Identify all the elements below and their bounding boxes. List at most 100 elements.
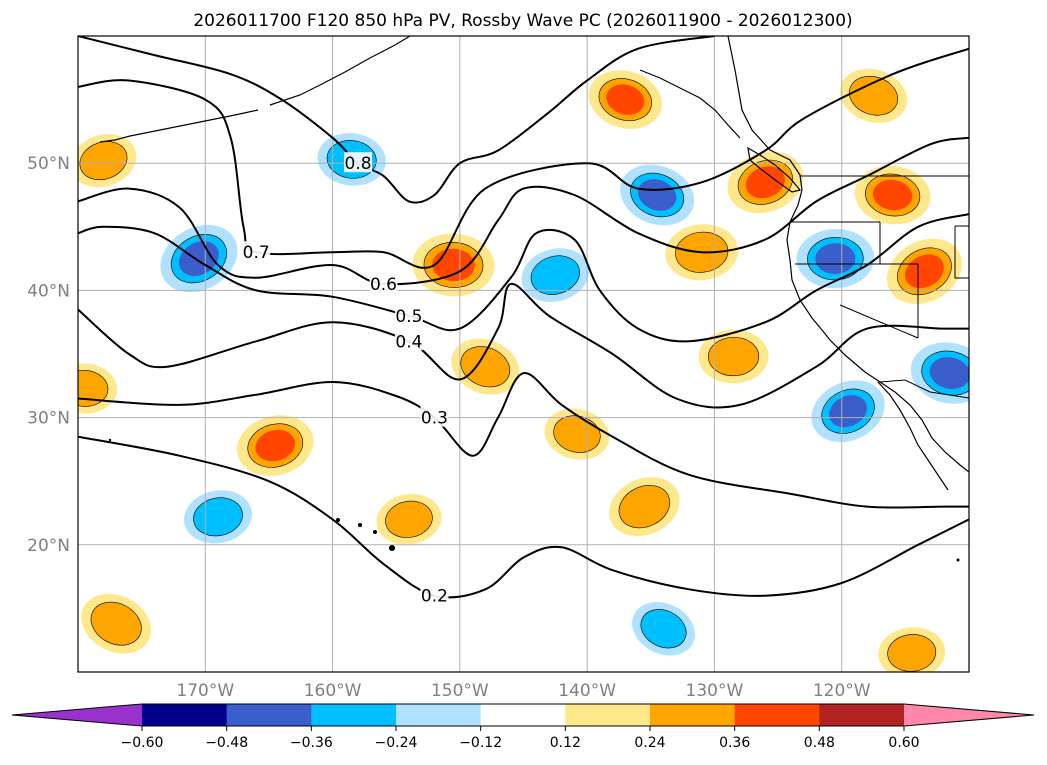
pv-anomaly-level	[904, 254, 944, 289]
lon-tick-label: 160°W	[304, 681, 362, 701]
colorbar-tick-label: 0.12	[550, 735, 581, 751]
colorbar-segment	[819, 704, 905, 726]
boundaries	[790, 175, 969, 399]
pv-anomaly-blob	[811, 380, 885, 443]
lon-tick-label: 120°W	[813, 681, 871, 701]
pv-contour-line	[78, 372, 969, 509]
colorbar-segment	[311, 704, 397, 726]
pv-contour-line	[78, 435, 969, 599]
pv-anomaly-blob	[376, 494, 442, 545]
pv-anomaly-level	[929, 357, 969, 389]
pv-contour-line	[78, 47, 969, 269]
contour-label-bg	[242, 241, 271, 262]
pv-anomaly-blob	[237, 415, 314, 476]
contour-label: 0.3	[421, 409, 448, 429]
lat-tick-label: 20°N	[27, 536, 70, 556]
pv-contour-line	[78, 213, 969, 343]
pv-contour-line	[78, 136, 969, 286]
islands	[108, 438, 960, 562]
contour-label-bg	[420, 406, 449, 427]
alaska-panhandle-islands	[639, 69, 741, 139]
contour-label-bg	[394, 304, 423, 325]
colorbar-tick-label: −0.60	[121, 735, 164, 751]
pv-anomaly-blob	[588, 70, 662, 129]
pv-contours	[78, 36, 969, 599]
colorbar-tick-label: 0.36	[719, 735, 750, 751]
lat-tick-label: 30°N	[27, 409, 70, 429]
pv-anomaly-blob	[620, 164, 695, 226]
contour-label: 0.4	[395, 332, 422, 352]
baja-california	[877, 381, 949, 491]
colorbar-tick-label: 0.60	[888, 735, 919, 751]
pv-anomaly-blob	[160, 224, 238, 293]
pv-anomaly-level	[873, 179, 913, 211]
pv-anomaly-level	[79, 141, 128, 181]
pv-contour-labels: 0.2 0.3 0.4 0.5 0.6 0.7 0.8	[242, 152, 449, 607]
vancouver-island	[747, 146, 802, 193]
colorbar-tick-label: −0.36	[290, 735, 333, 751]
colorbar-tick-label: 0.24	[634, 735, 665, 751]
contour-label: 0.6	[370, 275, 397, 295]
pv-anomaly-blob	[544, 408, 610, 460]
pv-anomaly-level	[255, 429, 296, 462]
pv-anomaly-blob	[78, 134, 137, 188]
contour-label: 0.8	[345, 154, 372, 174]
pv-anomaly-level	[887, 634, 937, 672]
colorbar-segment	[226, 704, 312, 726]
colorbar-segment	[396, 704, 482, 726]
contour-label-bg	[420, 584, 449, 605]
pv-anomaly-blob	[854, 165, 931, 225]
pv-anomaly-blob	[727, 151, 804, 214]
lon-tick-label: 130°W	[686, 681, 744, 701]
pv-anomaly-level	[460, 346, 511, 388]
contour-label: 0.5	[395, 307, 422, 327]
pv-anomaly-blob	[521, 248, 590, 303]
pv-anomaly-level	[90, 601, 142, 646]
pv-anomaly-blob	[451, 338, 520, 395]
map-frame	[77, 35, 970, 673]
pv-anomaly-blob	[910, 342, 969, 404]
pv-anomaly-blob	[632, 602, 695, 656]
chart-title: 2026011700 F120 850 hPa PV, Rossby Wave …	[193, 11, 852, 31]
pv-anomaly-blob	[886, 238, 962, 304]
lat-tick-labels: 20°N 30°N 40°N 50°N	[27, 154, 70, 556]
contour-label: 0.2	[421, 587, 448, 607]
nevada-box	[954, 225, 969, 279]
pv-anomaly-level	[849, 75, 899, 116]
pv-anomaly-level	[618, 485, 671, 529]
pv-anomaly-blob	[698, 329, 769, 384]
colorbar-extend-low	[12, 704, 142, 726]
contour-label-bg	[394, 330, 423, 351]
lat-tick-label: 40°N	[27, 281, 70, 301]
pv-anomaly-level	[829, 395, 868, 428]
pv-anomaly-level	[553, 415, 601, 453]
pv-anomaly-blob	[81, 593, 152, 654]
colorbar-segment	[734, 704, 820, 726]
pv-anomaly-level	[530, 255, 580, 295]
colorbar-tick-label: −0.12	[459, 735, 502, 751]
lon-tick-label: 150°W	[431, 681, 489, 701]
colorbar-tick-label: −0.24	[375, 735, 418, 751]
pv-contour-line	[78, 282, 969, 409]
colorbar-segment	[480, 704, 566, 726]
colorbar: −0.60 −0.48 −0.36 −0.24 −0.12 0.12 0.24 0.36 0.4…	[11, 703, 1035, 751]
pv-anomaly-blob	[839, 68, 908, 123]
colorbar-segment	[565, 704, 651, 726]
colorbar-segment	[650, 704, 736, 726]
colorbar-tick-label: −0.48	[205, 735, 248, 751]
pv-anomaly-level	[606, 84, 645, 115]
lat-tick-label: 50°N	[27, 154, 70, 174]
pv-anomaly-blob	[796, 228, 875, 289]
pv-anomaly-level	[385, 500, 433, 538]
pv-anomaly-level	[637, 179, 677, 211]
colorbar-tick-label: 0.48	[804, 735, 835, 751]
contour-label-bg	[369, 273, 398, 294]
state-borders	[790, 221, 969, 399]
pv-anomaly-level	[745, 166, 785, 199]
pv-anomaly-blob	[878, 627, 946, 672]
pv-anomaly-blob	[609, 477, 680, 537]
pv-contour-line	[78, 36, 715, 204]
pv-anomaly-level	[815, 243, 856, 274]
colorbar-extend-high	[904, 704, 1034, 726]
